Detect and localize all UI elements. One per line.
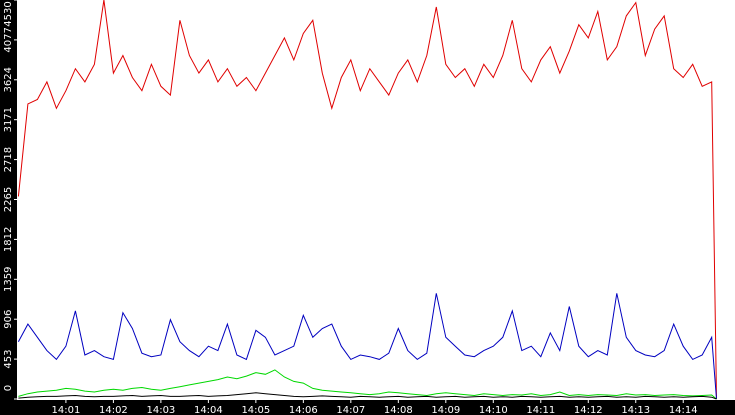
y-tick-label: 0 [3, 385, 14, 391]
x-tick-label: 14:07 [336, 405, 365, 415]
x-tick-label: 14:11 [526, 405, 555, 415]
y-tick-label: 3624 [3, 67, 14, 92]
x-tick-label: 14:13 [621, 405, 650, 415]
series-line [18, 369, 717, 400]
y-tick-label: 1359 [3, 267, 14, 292]
series-line [17, 0, 717, 400]
x-tick-label: 14:03 [146, 405, 175, 415]
y-tick-label: 1812 [3, 227, 14, 252]
x-tick-label: 14:12 [574, 405, 603, 415]
y-tick-label: 2265 [3, 187, 14, 212]
x-tick-label: 14:06 [289, 405, 318, 415]
x-tick-label: 14:01 [51, 405, 80, 415]
x-tick-label: 14:05 [241, 405, 270, 415]
series-line [18, 392, 717, 400]
x-tick-label: 14:02 [99, 405, 128, 415]
y-tick-label: 4077 [3, 27, 14, 52]
y-tick-label: 3171 [3, 107, 14, 132]
x-tick-label: 14:08 [384, 405, 413, 415]
x-tick-label: 14:14 [669, 405, 698, 415]
y-tick-label: 453 [3, 350, 14, 369]
y-tick-label: 906 [3, 310, 14, 329]
series-line [17, 293, 717, 400]
x-tick-label: 14:04 [194, 405, 223, 415]
x-tick-label: 14:09 [431, 405, 460, 415]
plot-area [17, 0, 735, 400]
x-tick-label: 14:10 [479, 405, 508, 415]
y-tick-label: 4530 [3, 1, 14, 26]
y-tick-label: 2718 [3, 147, 14, 172]
